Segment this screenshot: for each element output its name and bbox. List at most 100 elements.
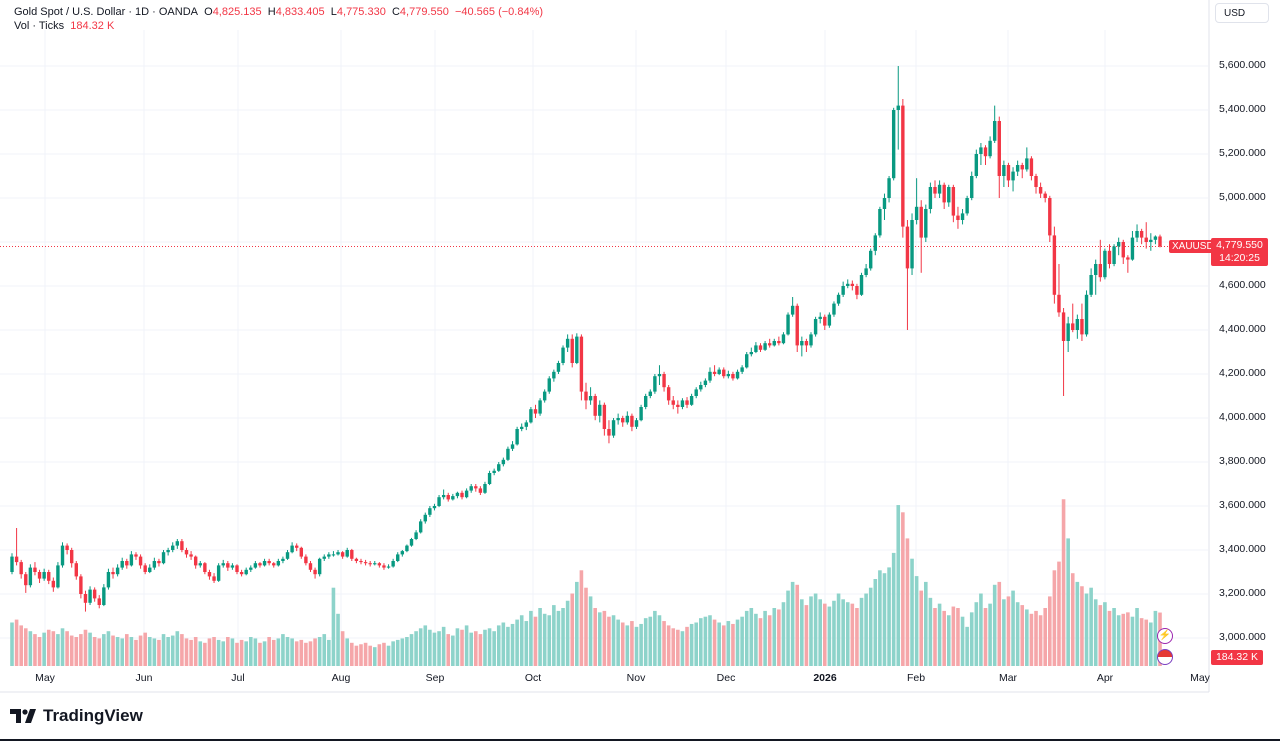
candle-body (65, 545, 69, 550)
volume-bar (386, 645, 391, 666)
candle-body (1066, 323, 1070, 341)
volume-bar (184, 638, 189, 666)
time-tick-label: May (35, 672, 55, 684)
volume-bar (198, 641, 203, 666)
candle-body (239, 572, 244, 575)
candle-body (1025, 158, 1029, 170)
candle-body (621, 418, 625, 423)
time-tick-label: Mar (998, 672, 1018, 684)
volume-bar (542, 613, 547, 666)
volume-bar (726, 621, 731, 666)
volume-bar (1025, 609, 1029, 666)
candle-body (772, 341, 776, 346)
candle-body (129, 554, 134, 566)
volume-bar (510, 623, 515, 666)
volume-bar (42, 632, 46, 666)
candle-body (974, 154, 979, 176)
candle-body (575, 336, 579, 363)
us-flag-event-icon[interactable] (1157, 649, 1173, 665)
candle-body (276, 561, 281, 566)
volume-bar (657, 615, 662, 666)
volume-bar (1075, 581, 1080, 666)
volume-bar (533, 616, 538, 666)
volume-bar (653, 610, 657, 666)
volume-bar (561, 608, 565, 666)
volume-bar (648, 616, 653, 666)
volume-bar (258, 642, 262, 666)
candle-body (161, 552, 166, 564)
volume-bar (189, 639, 193, 666)
candle-body (88, 589, 92, 603)
candle-body (703, 380, 708, 385)
high-value: 4,833.405 (275, 6, 325, 18)
volume-bar (253, 638, 258, 666)
volume-bar (914, 576, 919, 666)
candle-body (497, 464, 501, 471)
volume-bar (634, 626, 639, 666)
candle-body (671, 400, 675, 405)
volume-bar (69, 635, 74, 666)
volume-bar (331, 587, 336, 666)
volume-bar (46, 629, 51, 666)
volume-bar (166, 637, 170, 666)
volume-bar (395, 639, 400, 666)
price-tick-label: 3,400.000 (1219, 543, 1266, 555)
volume-bar (859, 597, 864, 666)
volume-bar (547, 615, 552, 666)
volume-bar (363, 642, 368, 666)
candle-body (1015, 165, 1020, 172)
currency-button[interactable]: USD (1215, 3, 1269, 23)
volume-bar (822, 603, 827, 666)
volume-bar (1080, 586, 1084, 666)
candle-body (520, 426, 524, 429)
candle-body (396, 554, 400, 561)
volume-bar (382, 642, 386, 666)
candle-body (905, 226, 910, 269)
candle-body (643, 396, 648, 407)
candle-body (979, 147, 983, 154)
candle-body (937, 184, 942, 194)
volume-bar (777, 609, 781, 666)
candle-body (708, 371, 712, 381)
volume-bar (1070, 573, 1075, 666)
volume-bar (317, 637, 322, 666)
candle-body (800, 341, 804, 346)
price-tick-label: 4,200.000 (1219, 367, 1266, 379)
lightning-event-icon[interactable]: ⚡ (1157, 628, 1173, 644)
tradingview-logo[interactable]: TradingView (10, 706, 143, 726)
candle-body (1020, 165, 1024, 170)
volume-bar (368, 645, 372, 666)
candle-body (446, 495, 450, 500)
candle-body (363, 562, 368, 564)
volume-bar (712, 619, 717, 666)
candle-body (588, 396, 593, 401)
volume-bar (285, 637, 290, 666)
volume-bar (501, 622, 506, 666)
volume-bar (749, 608, 754, 666)
candle-body (1084, 294, 1089, 335)
last-price-tag: 4,779.550 14:20:25 (1211, 238, 1268, 266)
high-label: H (267, 6, 276, 18)
candle-body (717, 369, 721, 374)
time-tick-label: May (1190, 672, 1210, 684)
candle-body (970, 176, 974, 198)
candle-body (919, 206, 923, 238)
candle-body (882, 198, 887, 209)
candle-body (437, 497, 441, 506)
candle-body (1089, 275, 1093, 295)
volume-bar (997, 581, 1002, 666)
candle-body (1034, 176, 1038, 187)
candle-body (60, 545, 65, 566)
time-tick-label: 2026 (813, 672, 837, 684)
candle-body (253, 563, 258, 568)
candle-body (1071, 323, 1075, 330)
candle-body (37, 572, 42, 579)
candle-body (510, 444, 515, 449)
candle-body (92, 589, 97, 599)
price-tick-label: 4,400.000 (1219, 323, 1266, 335)
volume-bar (28, 631, 33, 666)
candle-body (382, 565, 386, 568)
candle-body (1107, 250, 1112, 264)
candle-body (538, 400, 542, 414)
